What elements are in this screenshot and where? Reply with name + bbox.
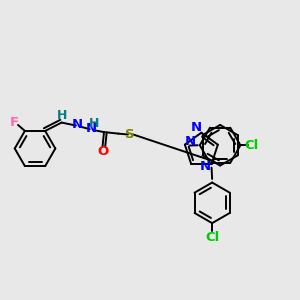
Text: N: N (72, 118, 83, 131)
Text: F: F (10, 116, 19, 129)
Text: N: N (185, 135, 196, 148)
Text: N: N (200, 160, 211, 173)
Text: N: N (190, 121, 202, 134)
Text: N: N (85, 122, 97, 135)
Text: Cl: Cl (205, 231, 219, 244)
Text: Cl: Cl (245, 139, 259, 152)
Text: H: H (89, 117, 100, 130)
Text: O: O (97, 145, 108, 158)
Text: H: H (57, 110, 68, 122)
Text: S: S (125, 128, 135, 141)
